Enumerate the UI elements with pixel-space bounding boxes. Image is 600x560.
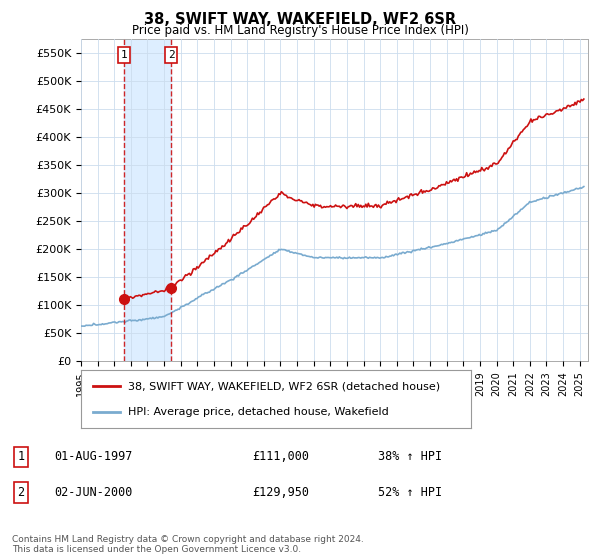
Text: 01-AUG-1997: 01-AUG-1997 bbox=[54, 450, 133, 463]
Text: 2: 2 bbox=[167, 50, 175, 60]
Text: 38% ↑ HPI: 38% ↑ HPI bbox=[378, 450, 442, 463]
Text: 52% ↑ HPI: 52% ↑ HPI bbox=[378, 486, 442, 499]
Text: Contains HM Land Registry data © Crown copyright and database right 2024.
This d: Contains HM Land Registry data © Crown c… bbox=[12, 535, 364, 554]
Text: 02-JUN-2000: 02-JUN-2000 bbox=[54, 486, 133, 499]
Text: 38, SWIFT WAY, WAKEFIELD, WF2 6SR: 38, SWIFT WAY, WAKEFIELD, WF2 6SR bbox=[144, 12, 456, 27]
Text: HPI: Average price, detached house, Wakefield: HPI: Average price, detached house, Wake… bbox=[128, 407, 389, 417]
Text: Price paid vs. HM Land Registry's House Price Index (HPI): Price paid vs. HM Land Registry's House … bbox=[131, 24, 469, 37]
Text: £129,950: £129,950 bbox=[252, 486, 309, 499]
Bar bbox=[124, 39, 171, 361]
Text: 38, SWIFT WAY, WAKEFIELD, WF2 6SR (detached house): 38, SWIFT WAY, WAKEFIELD, WF2 6SR (detac… bbox=[128, 381, 440, 391]
Text: 2: 2 bbox=[17, 486, 25, 499]
Text: 1: 1 bbox=[17, 450, 25, 463]
Text: 1: 1 bbox=[121, 50, 127, 60]
Text: £111,000: £111,000 bbox=[252, 450, 309, 463]
